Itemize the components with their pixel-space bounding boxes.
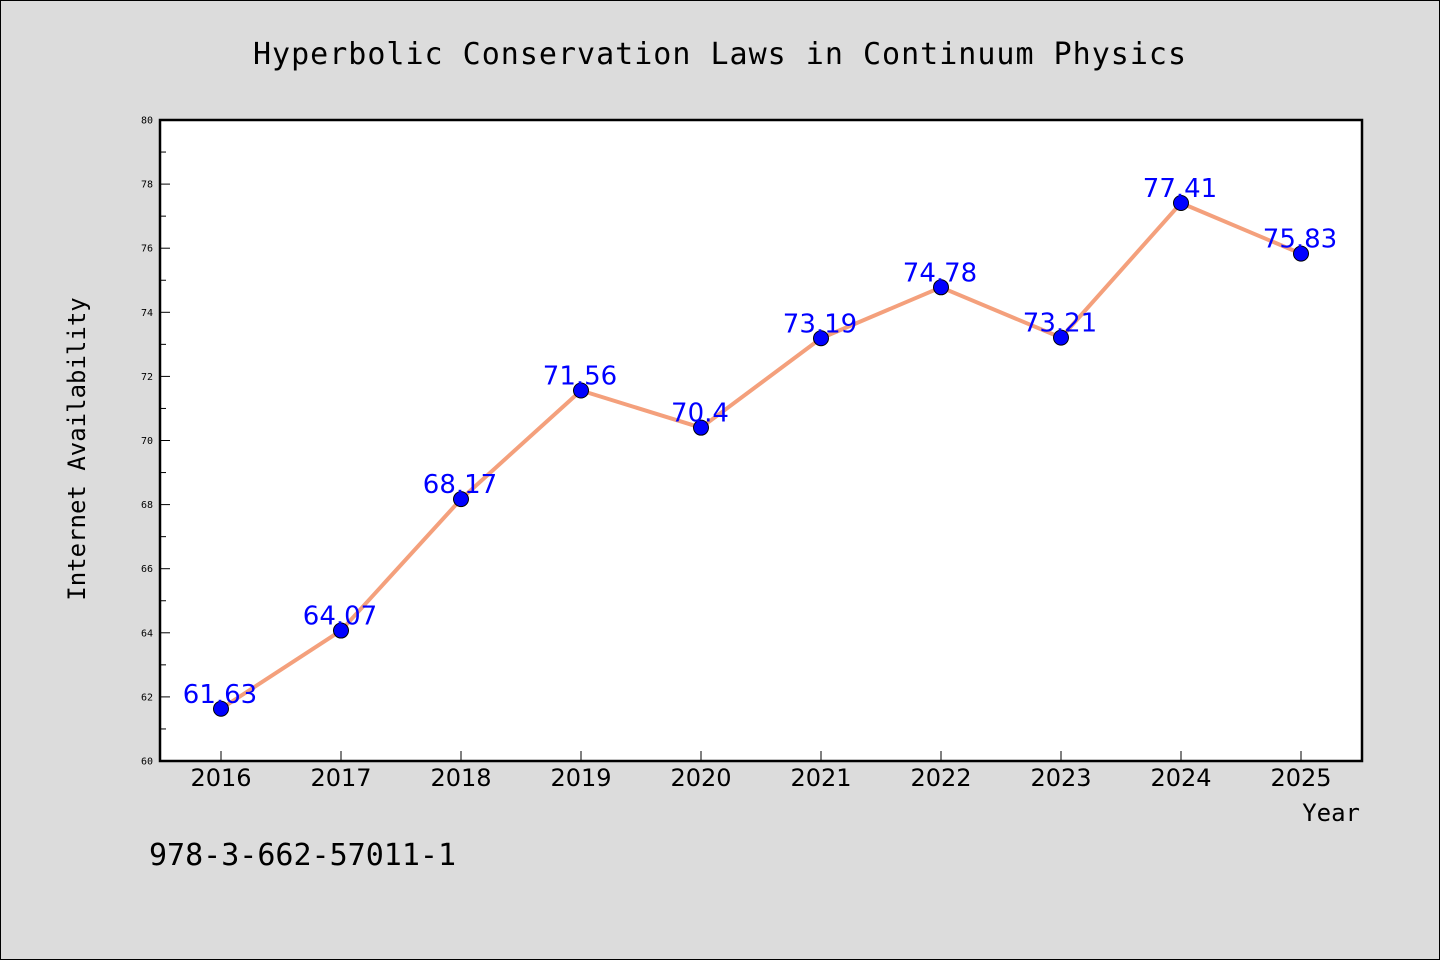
x-axis: 2016 2017 2018 2019 2020 2021 2022 2023 2024 2025 [190,751,1332,792]
series-line [219,201,1302,711]
y-tick-label: 72 [141,372,153,383]
data-label: 71.56 [543,362,617,392]
x-tick-label: 2020 [670,764,731,792]
data-label: 77.41 [1143,174,1217,204]
data-point [333,622,349,639]
data-point [933,279,949,296]
data-point [813,330,829,347]
x-tick-label: 2023 [1030,764,1091,792]
x-tick-label: 2024 [1150,764,1211,792]
y-axis-label: Internet Availability [63,297,91,600]
x-tick-label: 2017 [310,764,371,792]
y-tick-label: 68 [141,500,153,511]
y-tick-label: 60 [141,757,153,768]
data-label: 73.19 [783,309,857,339]
data-point [1293,245,1309,262]
data-point [573,382,589,399]
data-point [693,419,709,436]
y-tick-label: 70 [141,436,153,447]
data-label: 68.17 [423,470,497,500]
data-markers [213,195,1309,717]
x-tick-label: 2025 [1270,764,1331,792]
data-label: 64.07 [303,602,377,632]
data-label: 70.4 [671,399,729,429]
x-axis-label: Year [1302,799,1360,827]
y-tick-label: 66 [141,564,153,575]
x-tick-label: 2022 [910,764,971,792]
data-point [1173,195,1189,212]
y-tick-label: 76 [141,244,153,255]
y-tick-label: 80 [141,116,153,127]
data-label: 75.83 [1263,225,1337,255]
y-axis: 60 62 64 66 68 70 72 74 76 78 80 [141,116,170,768]
y-tick-label: 64 [141,628,153,639]
data-label: 73.21 [1023,309,1097,339]
x-tick-label: 2021 [790,764,851,792]
plot-area [158,118,1364,763]
y-tick-label: 62 [141,692,153,703]
x-tick-label: 2019 [550,764,611,792]
isbn-text: 978-3-662-57011-1 [149,838,456,873]
x-tick-label: 2018 [430,764,491,792]
data-label: 61.63 [183,680,257,710]
data-label: 74.78 [903,258,977,288]
data-point [1053,329,1069,346]
data-point [213,700,229,717]
x-tick-label: 2016 [190,764,251,792]
data-point [453,491,469,508]
y-tick-label: 74 [141,308,153,319]
data-labels: 61.63 64.07 68.17 71.56 70.4 73.19 74.78 73.21 7… [183,174,1337,710]
chart-title: Hyperbolic Conservation Laws in Continuu… [253,37,1187,72]
y-tick-label: 78 [141,180,153,191]
